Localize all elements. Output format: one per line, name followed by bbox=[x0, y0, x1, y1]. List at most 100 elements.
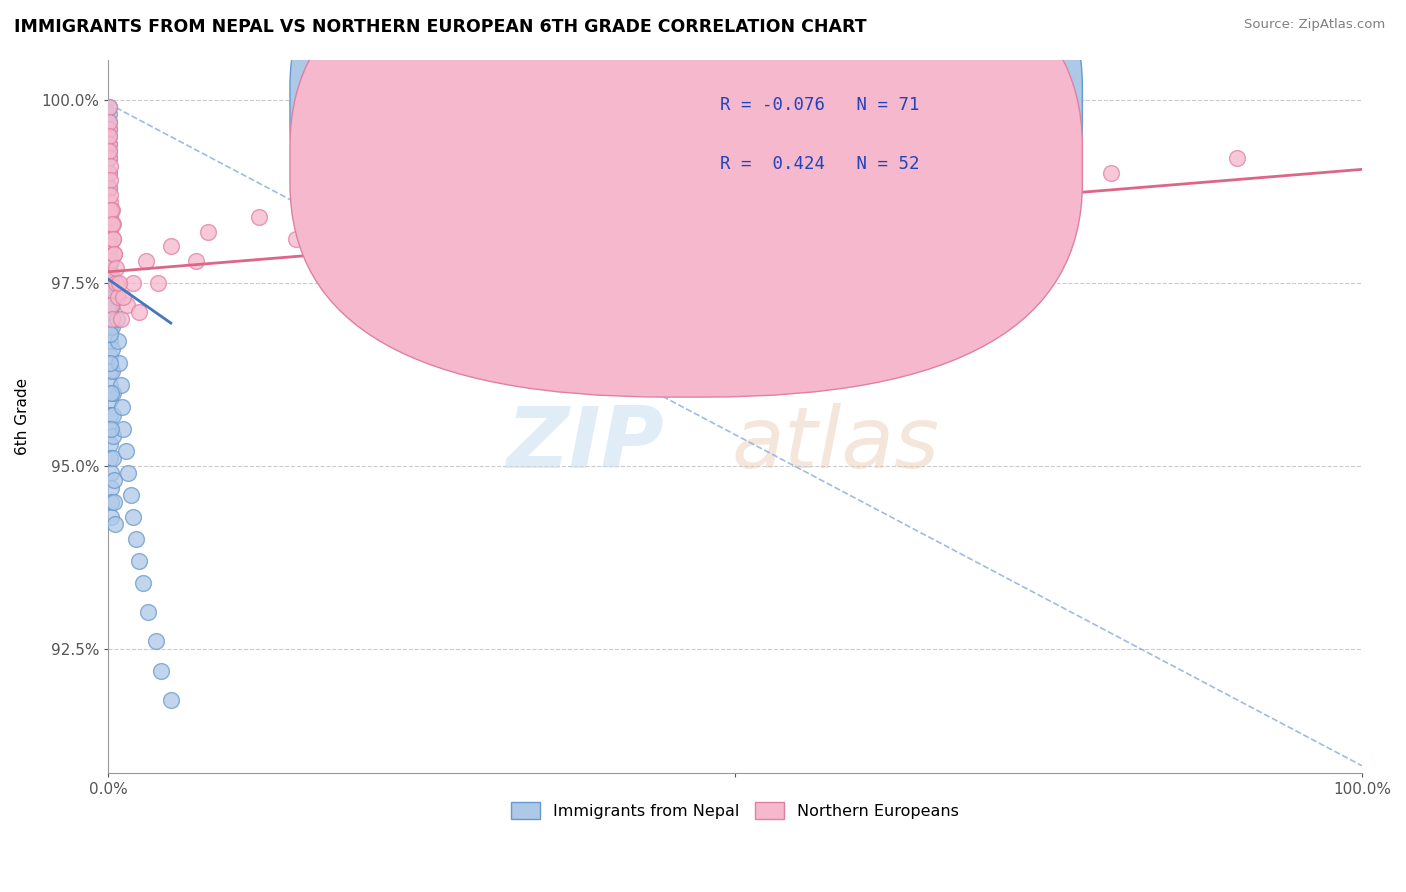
Point bbox=[98, 166, 121, 180]
Point bbox=[98, 202, 121, 217]
Point bbox=[98, 239, 121, 253]
Point bbox=[100, 202, 122, 217]
Point bbox=[100, 481, 122, 495]
Point bbox=[100, 298, 122, 312]
Point bbox=[347, 195, 370, 210]
Text: Source: ZipAtlas.com: Source: ZipAtlas.com bbox=[1244, 18, 1385, 31]
Point bbox=[98, 217, 121, 231]
Point bbox=[849, 166, 872, 180]
Point bbox=[97, 122, 120, 136]
Point bbox=[97, 202, 120, 217]
Point bbox=[100, 268, 122, 283]
Point bbox=[1099, 166, 1122, 180]
Point bbox=[247, 210, 270, 224]
Point bbox=[724, 180, 747, 194]
Point bbox=[103, 246, 125, 260]
Point bbox=[98, 166, 121, 180]
Point bbox=[101, 385, 124, 400]
Point bbox=[98, 129, 121, 144]
Point bbox=[97, 152, 120, 166]
Point bbox=[101, 429, 124, 443]
Point bbox=[115, 298, 138, 312]
Point bbox=[114, 444, 136, 458]
Point bbox=[100, 510, 122, 524]
FancyBboxPatch shape bbox=[290, 0, 1083, 338]
Point bbox=[103, 451, 125, 466]
Text: R = -0.076   N = 71: R = -0.076 N = 71 bbox=[720, 95, 920, 113]
Point bbox=[98, 100, 121, 114]
Point bbox=[100, 495, 122, 509]
Point bbox=[101, 408, 124, 422]
Point bbox=[110, 312, 132, 326]
Point bbox=[101, 363, 124, 377]
Point bbox=[98, 378, 121, 392]
Point bbox=[100, 422, 122, 436]
Point bbox=[98, 319, 121, 334]
Point bbox=[100, 437, 122, 451]
Point bbox=[149, 664, 172, 678]
Point bbox=[97, 115, 120, 129]
Point bbox=[98, 246, 121, 260]
Point bbox=[107, 334, 129, 349]
Text: IMMIGRANTS FROM NEPAL VS NORTHERN EUROPEAN 6TH GRADE CORRELATION CHART: IMMIGRANTS FROM NEPAL VS NORTHERN EUROPE… bbox=[14, 18, 866, 36]
Point bbox=[100, 385, 122, 400]
Point bbox=[100, 466, 122, 480]
Point bbox=[128, 305, 150, 319]
Point bbox=[1226, 152, 1249, 166]
Point bbox=[98, 144, 121, 158]
Point bbox=[98, 210, 121, 224]
Point bbox=[135, 253, 157, 268]
Point bbox=[98, 349, 121, 363]
Point bbox=[101, 232, 124, 246]
Point bbox=[98, 195, 121, 210]
Point bbox=[98, 122, 121, 136]
Text: atlas: atlas bbox=[731, 403, 939, 486]
Point bbox=[472, 202, 495, 217]
Point bbox=[104, 276, 127, 290]
Point bbox=[132, 575, 155, 590]
Point bbox=[100, 276, 122, 290]
Point bbox=[145, 634, 167, 648]
Point bbox=[103, 474, 125, 488]
Point bbox=[148, 276, 170, 290]
Point bbox=[120, 488, 142, 502]
Point bbox=[122, 276, 145, 290]
Point bbox=[97, 239, 120, 253]
Point bbox=[104, 290, 127, 304]
Point bbox=[100, 217, 122, 231]
Point bbox=[98, 268, 121, 283]
Point bbox=[105, 312, 128, 326]
Point bbox=[108, 276, 131, 290]
Point bbox=[101, 217, 124, 231]
Point bbox=[98, 232, 121, 246]
FancyBboxPatch shape bbox=[647, 74, 993, 206]
Point bbox=[100, 422, 122, 436]
Text: ZIP: ZIP bbox=[506, 403, 664, 486]
Point bbox=[160, 239, 183, 253]
Point bbox=[98, 115, 121, 129]
Point bbox=[98, 334, 121, 349]
Point bbox=[104, 517, 127, 532]
Point bbox=[98, 356, 121, 370]
Point bbox=[98, 261, 121, 276]
Point bbox=[117, 466, 139, 480]
Point bbox=[100, 283, 122, 297]
Point bbox=[100, 253, 122, 268]
Point bbox=[97, 136, 120, 151]
Point bbox=[101, 342, 124, 356]
Point bbox=[98, 305, 121, 319]
Point bbox=[100, 319, 122, 334]
Point bbox=[98, 144, 121, 158]
Point bbox=[98, 363, 121, 377]
Point bbox=[112, 290, 135, 304]
Point bbox=[98, 159, 121, 173]
Point bbox=[98, 408, 121, 422]
Point bbox=[122, 510, 145, 524]
Point bbox=[98, 136, 121, 151]
Point bbox=[98, 152, 121, 166]
Point bbox=[197, 225, 219, 239]
Point bbox=[98, 276, 121, 290]
Point bbox=[112, 422, 135, 436]
Text: R =  0.424   N = 52: R = 0.424 N = 52 bbox=[720, 155, 920, 173]
Point bbox=[103, 246, 125, 260]
